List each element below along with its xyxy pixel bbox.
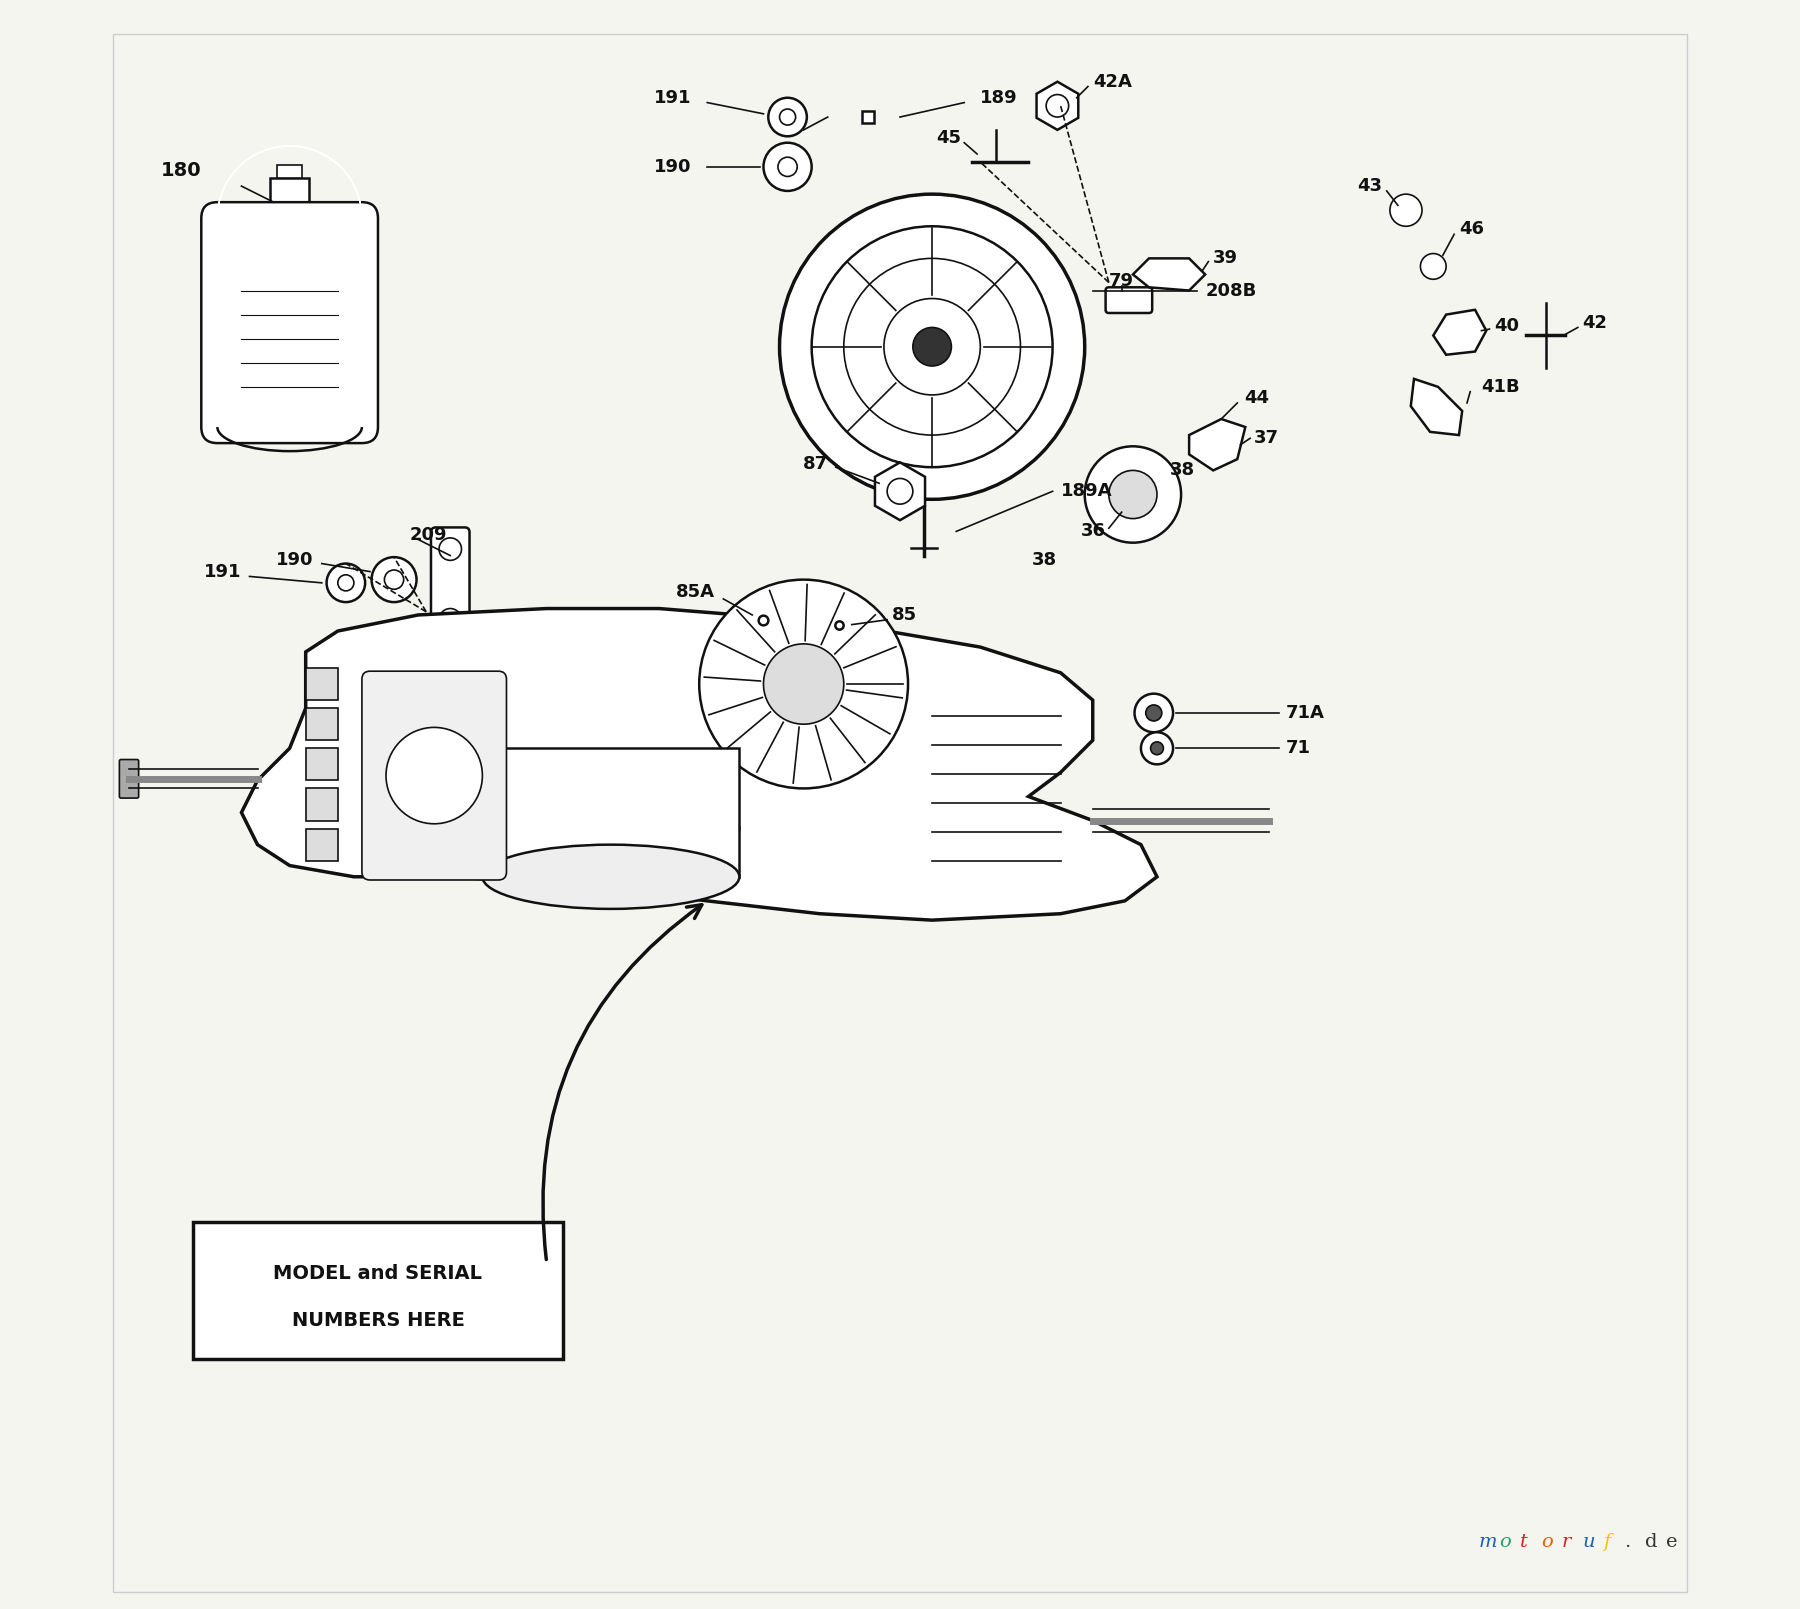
Text: 71: 71 [1285,739,1310,758]
Text: 189: 189 [981,88,1019,106]
Text: 191: 191 [653,88,691,106]
Text: 87: 87 [803,455,828,473]
Circle shape [763,644,844,724]
Circle shape [1147,705,1161,721]
Text: 71A: 71A [1285,705,1325,722]
Text: 46: 46 [1460,220,1483,238]
Circle shape [338,574,355,591]
Text: 42: 42 [1582,314,1607,331]
Text: 208B: 208B [1206,282,1256,299]
Circle shape [371,557,416,602]
FancyBboxPatch shape [277,166,302,179]
Polygon shape [1132,259,1206,291]
Circle shape [913,328,952,365]
Circle shape [1150,742,1163,755]
Circle shape [1134,693,1174,732]
Text: 209: 209 [410,526,448,544]
Circle shape [439,537,461,560]
Circle shape [1046,95,1069,117]
FancyBboxPatch shape [430,528,470,642]
Text: 38: 38 [1031,552,1057,570]
FancyBboxPatch shape [306,748,338,780]
Text: .: . [1624,1533,1631,1551]
Circle shape [812,227,1053,467]
FancyBboxPatch shape [1105,288,1152,314]
Text: 37: 37 [1253,430,1278,447]
Ellipse shape [482,796,740,861]
Text: d: d [1645,1533,1658,1551]
Text: r: r [1562,1533,1571,1551]
FancyArrowPatch shape [544,904,702,1260]
Ellipse shape [482,845,740,909]
Circle shape [1085,446,1181,542]
Circle shape [778,158,797,177]
Text: t: t [1519,1533,1528,1551]
FancyBboxPatch shape [270,179,310,219]
FancyBboxPatch shape [482,748,740,877]
Text: 85: 85 [893,607,916,624]
Text: e: e [1667,1533,1678,1551]
Circle shape [326,563,365,602]
Circle shape [1141,732,1174,764]
Text: f: f [1604,1533,1611,1551]
Text: 190: 190 [275,552,313,570]
Text: o: o [1499,1533,1510,1551]
Circle shape [385,727,482,824]
Circle shape [779,109,796,126]
Text: 85A: 85A [677,584,715,602]
FancyBboxPatch shape [193,1223,563,1358]
Text: 44: 44 [1244,389,1269,407]
Polygon shape [1037,82,1078,130]
Text: 42A: 42A [1093,72,1132,90]
Text: 40: 40 [1494,317,1519,335]
Text: 43: 43 [1357,177,1382,195]
Polygon shape [241,608,1157,920]
Text: u: u [1582,1533,1595,1551]
FancyBboxPatch shape [306,829,338,861]
Circle shape [844,259,1021,434]
Circle shape [779,195,1085,499]
Polygon shape [1433,311,1487,354]
Wedge shape [218,146,362,219]
Text: 39: 39 [1213,249,1238,267]
FancyBboxPatch shape [306,668,338,700]
Text: 45: 45 [936,129,961,146]
FancyBboxPatch shape [306,788,338,821]
Circle shape [884,299,981,394]
Polygon shape [875,462,925,520]
Text: 190: 190 [653,158,691,175]
Circle shape [887,478,913,504]
FancyBboxPatch shape [113,34,1687,1591]
Polygon shape [1190,418,1246,470]
FancyBboxPatch shape [362,671,506,880]
Circle shape [1109,470,1157,518]
Text: 36: 36 [1080,523,1105,541]
Circle shape [763,143,812,191]
Text: 189A: 189A [1060,483,1112,500]
Circle shape [439,608,461,631]
Text: MODEL and SERIAL: MODEL and SERIAL [274,1265,482,1284]
Circle shape [1390,195,1422,227]
Text: 79: 79 [1109,272,1134,290]
Text: m: m [1478,1533,1498,1551]
Circle shape [698,579,907,788]
Text: NUMBERS HERE: NUMBERS HERE [292,1311,464,1331]
Polygon shape [1411,378,1462,434]
Text: 180: 180 [160,161,202,180]
Text: 191: 191 [203,563,241,581]
Text: o: o [1541,1533,1553,1551]
FancyBboxPatch shape [202,203,378,442]
Circle shape [1420,254,1445,280]
Text: 38: 38 [1170,462,1195,479]
Text: 41B: 41B [1481,378,1519,396]
Circle shape [385,570,403,589]
FancyBboxPatch shape [306,708,338,740]
Circle shape [769,98,806,137]
FancyBboxPatch shape [119,759,139,798]
